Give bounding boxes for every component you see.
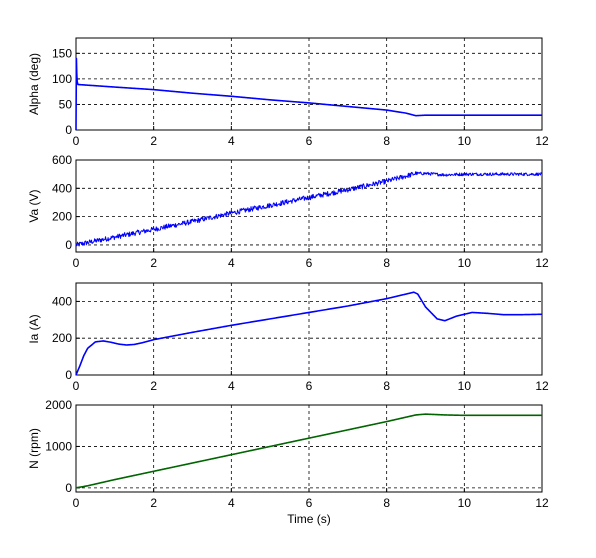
x-tick-label: 12 [535,134,549,148]
x-tick-label: 6 [306,379,313,393]
x-tick-label: 6 [306,496,313,510]
y-axis-label: N (rpm) [27,428,41,469]
y-tick-label: 150 [52,46,72,60]
x-tick-label: 12 [535,379,549,393]
x-tick-label: 2 [150,496,157,510]
x-tick-label: 8 [383,256,390,270]
series-line [75,413,543,489]
y-tick-label: 200 [52,210,72,224]
y-tick-label: 200 [52,331,72,345]
x-tick-label: 10 [458,496,472,510]
subplot-2: 0 2 4 6 8 10 12 0 200 400 600 Va (V) [27,153,549,270]
x-tick-label: 2 [150,134,157,148]
subplot-3: 0 2 4 6 8 10 12 0 200 400 Ia (A) [27,282,549,393]
y-tick-label: 0 [65,481,72,495]
y-tick-label: 0 [65,368,72,382]
x-tick-label: 6 [306,256,313,270]
y-tick-label: 2000 [45,398,72,412]
axes-frame [75,282,543,376]
y-tick-label: 100 [52,72,72,86]
x-tick-label: 0 [73,496,80,510]
x-tick-label: 6 [306,134,313,148]
y-tick-label: 600 [52,153,72,167]
x-tick-label: 2 [150,379,157,393]
x-tick-label: 12 [535,496,549,510]
x-tick-label: 4 [228,134,235,148]
y-tick-label: 1000 [45,439,72,453]
y-tick-label: 50 [59,97,73,111]
x-tick-label: 10 [458,379,472,393]
x-tick-label: 8 [383,496,390,510]
x-tick-label: 12 [535,256,549,270]
y-tick-label: 0 [65,238,72,252]
x-tick-label: 4 [228,379,235,393]
x-tick-label: 10 [458,134,472,148]
x-tick-label: 10 [458,256,472,270]
y-axis-label: Ia (A) [27,314,41,343]
x-tick-label: 2 [150,256,157,270]
x-tick-label: 0 [73,256,80,270]
x-tick-label: 8 [383,134,390,148]
subplot-1: 0 2 4 6 8 10 12 0 50 100 150 Alpha (deg) [27,37,549,148]
y-axis-label: Alpha (deg) [27,53,41,115]
x-axis-label: Time (s) [287,512,331,526]
series-line [75,291,543,376]
x-tick-label: 4 [228,256,235,270]
y-tick-label: 0 [65,123,72,137]
y-tick-label: 400 [52,181,72,195]
y-tick-label: 400 [52,294,72,308]
x-tick-label: 4 [228,496,235,510]
y-axis-label: Va (V) [27,189,41,222]
x-tick-label: 0 [73,379,80,393]
x-tick-label: 0 [73,134,80,148]
series-line [75,57,543,131]
x-tick-label: 8 [383,379,390,393]
subplot-4: 0 2 4 6 8 10 12 0 1000 2000 N (rpm) Time (s) [27,398,549,526]
series-line [75,171,543,247]
